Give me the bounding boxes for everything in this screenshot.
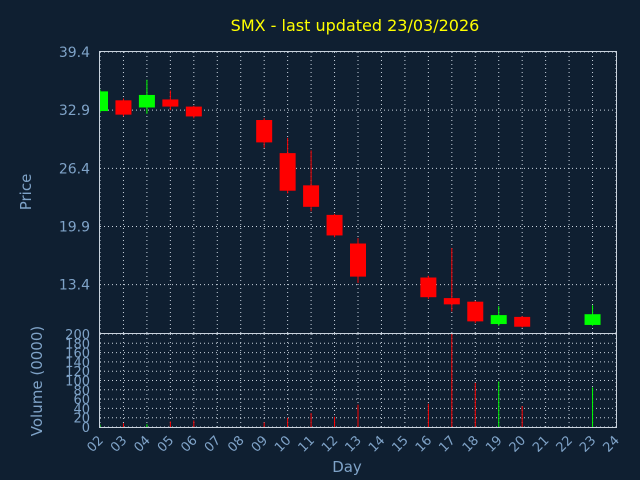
volume-tick-label: 180 (65, 337, 90, 352)
price-tick-label: 26.4 (59, 161, 90, 177)
x-tick-label: 05 (155, 433, 177, 455)
volume-axis-title: Volume (0000) (28, 326, 46, 436)
candle-body (115, 100, 132, 115)
volume-panel-frame (99, 333, 617, 428)
candle-body (326, 214, 343, 236)
x-axis-ticks: 02 03 04 05 06 07 08 09 10 11 12 13 14 15 16 17 18 19 20 21… (85, 433, 623, 455)
volume-tick-label: 0 (82, 421, 90, 436)
price-tick-label: 13.4 (59, 278, 90, 294)
volume-tick-label: 40 (73, 402, 90, 417)
volume-tick-label: 60 (73, 393, 90, 408)
candle-body (279, 153, 296, 191)
price-tick-label: 32.9 (59, 103, 90, 119)
x-tick-label: 15 (389, 433, 411, 455)
volume-tick-label: 100 (65, 375, 90, 390)
volume-tick-label: 20 (73, 412, 90, 427)
candle-body (185, 106, 202, 117)
candle-body (100, 91, 108, 112)
x-tick-label: 23 (577, 433, 599, 455)
price-gridlines (99, 51, 617, 333)
x-tick-label: 16 (413, 433, 435, 455)
x-tick-label: 21 (530, 433, 552, 455)
x-tick-label: 10 (272, 433, 294, 455)
x-tick-label: 03 (108, 433, 130, 455)
x-tick-label: 11 (296, 433, 318, 455)
volume-tick-label: 80 (73, 384, 90, 399)
price-tick-label: 19.9 (59, 220, 90, 236)
x-tick-label: 02 (85, 433, 107, 455)
x-tick-label: 08 (225, 433, 247, 455)
candle-body (490, 315, 507, 325)
candle-body (162, 99, 179, 107)
x-tick-label: 17 (436, 433, 458, 455)
x-tick-label: 18 (460, 433, 482, 455)
x-tick-label: 22 (554, 433, 576, 455)
candle-body (584, 314, 601, 325)
x-tick-label: 20 (507, 433, 529, 455)
candle-body (467, 301, 484, 322)
x-tick-label: 14 (366, 433, 388, 455)
volume-bars (99, 334, 594, 427)
candle-body (303, 185, 320, 207)
x-tick-label: 13 (343, 433, 365, 455)
x-tick-label: 07 (202, 433, 224, 455)
x-tick-label: 24 (601, 433, 623, 455)
price-axis-ticks: 39.4 32.9 26.4 19.9 13.4 (59, 45, 90, 294)
price-axis-title: Price (17, 174, 35, 211)
price-candles (99, 79, 601, 328)
candle-body (256, 120, 273, 143)
price-tick-label: 39.4 (59, 45, 90, 61)
x-tick-label: 19 (483, 433, 505, 455)
x-axis-title: Day (332, 458, 362, 476)
candle-body (350, 243, 366, 277)
volume-tick-label: 140 (65, 356, 90, 371)
candle-body (138, 94, 155, 108)
chart-title: SMX - last updated 23/03/2026 (231, 16, 480, 35)
candle-body (514, 316, 531, 327)
x-tick-label: 04 (131, 433, 153, 455)
x-tick-label: 09 (249, 433, 271, 455)
volume-tick-label: 160 (65, 347, 90, 362)
volume-tick-label: 200 (65, 328, 90, 343)
candle-body (420, 277, 437, 298)
candle-body (443, 298, 460, 305)
x-tick-label: 12 (319, 433, 341, 455)
x-tick-label: 06 (178, 433, 200, 455)
volume-tick-label: 120 (65, 365, 90, 380)
